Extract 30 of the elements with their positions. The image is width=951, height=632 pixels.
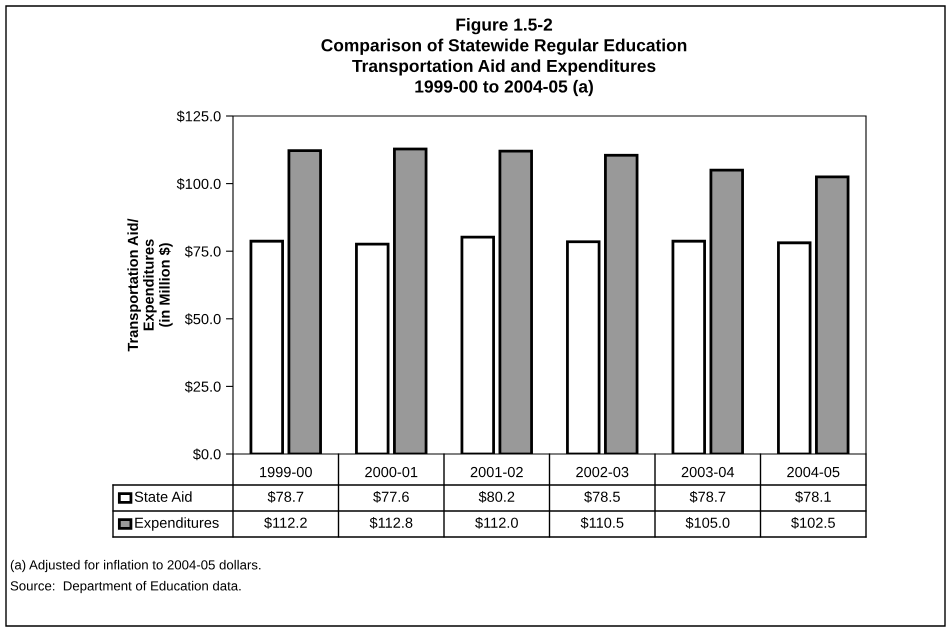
x-tick-label: 1999-00 <box>260 466 312 478</box>
data-label: $78.5 <box>584 490 620 503</box>
x-tick-label: 2003-04 <box>682 466 734 478</box>
y-tick-label: $0.0 <box>192 448 221 460</box>
y-tick-label: $125.0 <box>176 110 221 122</box>
data-label: $78.1 <box>795 490 831 503</box>
legend-label: Expenditures <box>135 517 219 531</box>
x-tick-label: 2002-03 <box>576 466 628 478</box>
data-label: $112.0 <box>475 516 518 529</box>
source-note: Source: Department of Education data. <box>10 580 241 594</box>
data-label: $110.5 <box>580 516 624 529</box>
text: (a) Adjusted for inflation to 2004-05 dollars. <box>10 560 260 572</box>
data-label: $105.0 <box>686 516 730 529</box>
y-tick-label: $25.0 <box>184 380 221 393</box>
legend-label: State Aid <box>134 491 192 502</box>
data-label: $77.6 <box>373 490 409 503</box>
data-label: $112.2 <box>264 516 307 529</box>
x-tick-label: 2001-02 <box>470 466 523 478</box>
y-tick-label: $100.0 <box>176 178 221 190</box>
data-label: $80.2 <box>478 490 514 503</box>
y-tick-label: $75.0 <box>184 246 221 258</box>
y-axis-title: Transportation Aid/ Expenditures (in Million $) <box>127 218 173 352</box>
data-label: $78.7 <box>690 490 726 503</box>
data-label: $102.5 <box>791 516 835 529</box>
x-tick-label: 2000-01 <box>365 466 418 478</box>
x-tick-label: 2004-05 <box>787 466 840 478</box>
y-tick-label: $50.0 <box>184 313 221 326</box>
data-label: $78.7 <box>268 490 304 503</box>
data-label: $112.8 <box>370 516 412 529</box>
chart-title: Figure 1.5-2 Comparison of Statewide Regular Education Transportation Aid and Expenditures 1999-00 to 2004-05 (a) <box>321 18 686 96</box>
